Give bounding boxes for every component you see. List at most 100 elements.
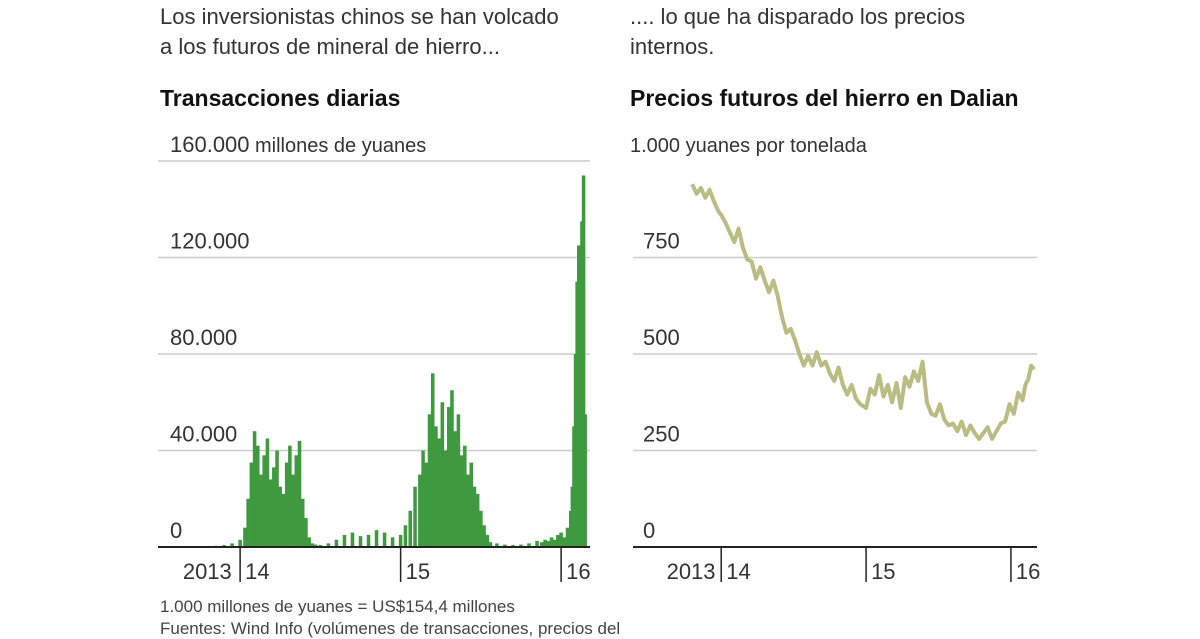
y-tick-label: 160.000 xyxy=(170,132,250,157)
bar xyxy=(418,474,422,547)
x-tick-label: 15 xyxy=(406,559,430,584)
bar xyxy=(427,414,432,547)
bar xyxy=(326,543,331,547)
y-unit-label: 1.000 yuanes por tonelada xyxy=(630,135,868,157)
bar xyxy=(307,537,311,547)
bar xyxy=(342,534,347,547)
bar xyxy=(238,539,242,547)
x-tick-label: 2013 xyxy=(667,559,716,584)
bar xyxy=(281,493,286,547)
bar xyxy=(291,474,295,547)
bar xyxy=(495,543,499,547)
y-tick-label: 0 xyxy=(643,518,655,543)
bar xyxy=(366,534,371,547)
bar xyxy=(403,525,408,547)
y-tick-label: 40.000 xyxy=(170,422,237,447)
bar xyxy=(390,537,395,547)
bar xyxy=(424,462,429,547)
bar xyxy=(552,539,557,547)
left-intro-line2: a los futuros de mineral de hierro... xyxy=(160,34,500,59)
bar xyxy=(252,431,257,547)
bar xyxy=(472,486,477,547)
bar xyxy=(272,467,276,547)
bar xyxy=(268,479,273,547)
bar xyxy=(430,373,435,547)
x-tick-label: 16 xyxy=(566,559,590,584)
y-tick-label: 250 xyxy=(643,422,680,447)
bar xyxy=(408,510,413,547)
right-intro: .... lo que ha disparado los precios int… xyxy=(630,2,1050,62)
bar xyxy=(275,450,279,547)
bar xyxy=(440,402,445,547)
bar xyxy=(583,414,587,547)
bar xyxy=(230,543,234,547)
bar xyxy=(463,445,467,547)
bar xyxy=(527,543,531,547)
bar xyxy=(475,493,480,547)
left-intro: Los inversionistas chinos se han volcado… xyxy=(160,2,600,62)
bar xyxy=(535,540,539,547)
bar xyxy=(469,462,474,547)
y-tick-label: 0 xyxy=(170,518,182,543)
y-unit-label: millones de yuanes xyxy=(255,135,426,157)
bar xyxy=(543,539,547,547)
left-chart-title: Transacciones diarias xyxy=(160,85,401,111)
bar xyxy=(297,440,302,547)
source-note: Fuentes: Wind Info (volúmenes de transac… xyxy=(160,619,621,638)
bar xyxy=(382,532,387,547)
bar xyxy=(262,455,266,547)
bar xyxy=(259,474,263,547)
iron-price-line-chart: 0 250 500 750 1.000 yuanes por tonelada 2013 1… xyxy=(630,135,1040,584)
bar xyxy=(310,543,315,547)
transactions-bar-chart: 0 40.000 80.000 120.000 160.000 millones de y… xyxy=(158,132,591,584)
bar xyxy=(256,445,260,547)
bar xyxy=(288,445,292,547)
footnote: 1.000 millones de yuanes = US$154,4 mill… xyxy=(160,597,515,616)
bar xyxy=(398,534,403,547)
bar xyxy=(466,474,470,547)
x-tick-label: 2013 xyxy=(183,559,232,584)
bar xyxy=(300,498,305,547)
bar xyxy=(503,544,507,547)
y-tick-label: 80.000 xyxy=(170,325,237,350)
right-chart-title: Precios futuros del hierro en Dalian xyxy=(630,85,1019,111)
right-intro-line1: .... lo que ha disparado los precios xyxy=(630,4,966,29)
bar xyxy=(559,532,563,547)
bar xyxy=(304,518,308,547)
bar xyxy=(479,510,483,547)
bar xyxy=(556,534,560,547)
y-tick-label: 750 xyxy=(643,229,680,254)
bar xyxy=(249,462,254,547)
bar xyxy=(278,486,283,547)
bar xyxy=(421,450,425,547)
bar xyxy=(446,407,451,547)
x-tick-label: 14 xyxy=(726,559,750,584)
bar xyxy=(350,532,355,547)
y-tick-label: 500 xyxy=(643,325,680,350)
bar xyxy=(453,431,457,547)
bar xyxy=(313,544,318,547)
bar xyxy=(413,486,417,547)
bar xyxy=(246,498,250,547)
bar xyxy=(482,525,486,547)
bar xyxy=(565,527,570,547)
bar xyxy=(485,534,490,547)
bar xyxy=(562,537,567,547)
bar xyxy=(519,544,523,547)
x-tick-label: 16 xyxy=(1016,559,1040,584)
x-tick-label: 14 xyxy=(245,559,269,584)
bar xyxy=(358,536,363,547)
bar xyxy=(284,462,289,547)
bar xyxy=(265,438,270,547)
bar xyxy=(540,542,544,547)
bar xyxy=(456,414,461,547)
bar xyxy=(434,426,438,547)
bar xyxy=(294,455,299,547)
y-tick-label: 120.000 xyxy=(170,229,250,254)
bar xyxy=(459,455,464,547)
right-intro-line2: internos. xyxy=(630,34,715,59)
bar xyxy=(488,542,493,547)
x-tick-label: 15 xyxy=(871,559,895,584)
bar xyxy=(437,438,441,547)
left-intro-line1: Los inversionistas chinos se han volcado xyxy=(160,4,559,29)
